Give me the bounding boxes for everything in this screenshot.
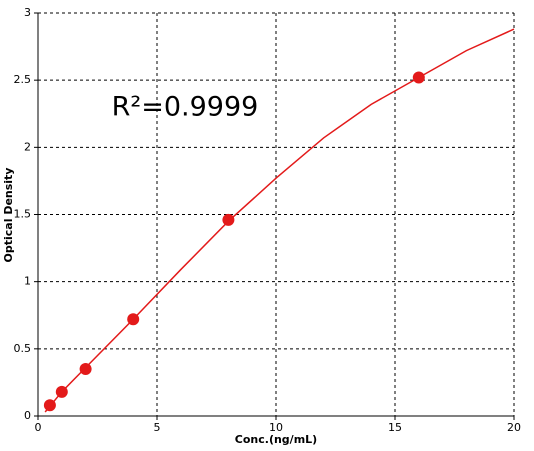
y-tick-label: 0.5 [14,342,32,355]
data-point [222,213,235,226]
data-point [55,385,68,398]
y-tick-label: 3 [24,6,31,19]
fit-curve [44,28,515,413]
x-tick-label: 0 [35,421,42,434]
x-axis-label: Conc.(ng/mL) [235,433,317,446]
y-tick-label: 0 [24,409,31,422]
data-point [79,362,92,375]
data-point [412,71,425,84]
x-tick-label: 15 [388,421,402,434]
y-tick-label: 1 [24,275,31,288]
y-tick-label: 2.5 [14,73,32,86]
y-axis-label: Optical Density [2,168,15,263]
x-tick-label: 5 [154,421,161,434]
x-tick-label: 20 [507,421,521,434]
data-point [127,313,140,326]
x-tick-label: 10 [269,421,283,434]
y-tick-label: 2 [24,140,31,153]
data-point [43,399,56,412]
annotation: R²=0.9999 [112,92,259,123]
y-tick-label: 1.5 [14,208,32,221]
